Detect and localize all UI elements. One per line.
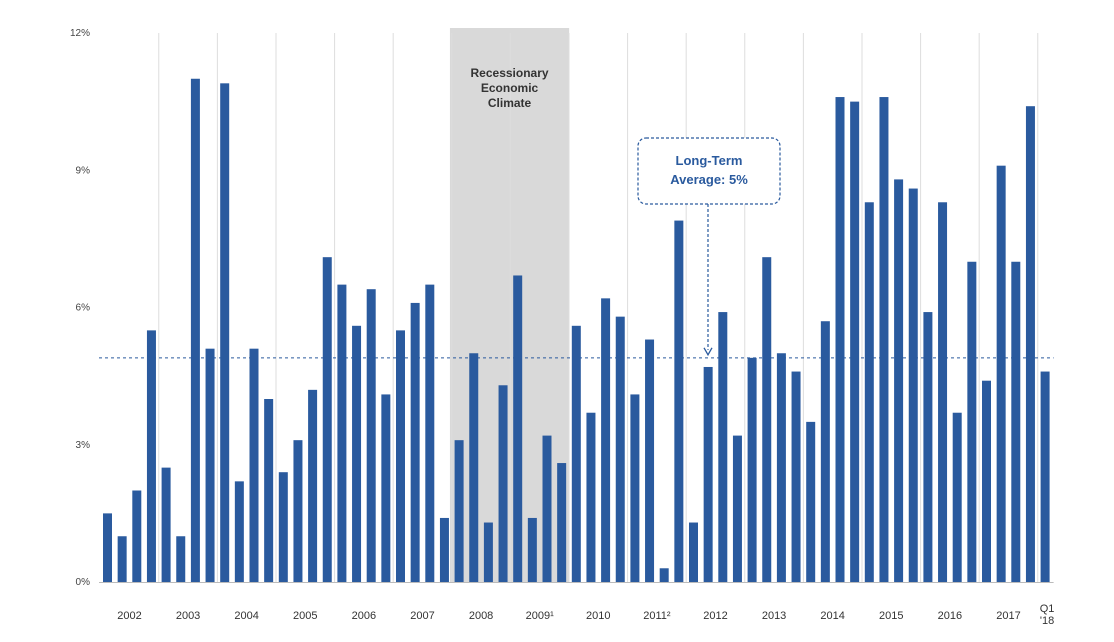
bar	[674, 220, 684, 582]
bar	[571, 325, 581, 582]
bar	[1011, 261, 1021, 582]
bar	[835, 97, 845, 583]
bar	[381, 394, 391, 582]
bar	[337, 284, 347, 582]
bar	[601, 298, 611, 582]
callout-box	[637, 137, 781, 205]
bar	[967, 261, 977, 582]
bar	[542, 435, 552, 582]
year-label: Q1'18	[1040, 603, 1055, 627]
year-label: 2004	[234, 610, 258, 622]
y-tick-label: 0%	[76, 577, 91, 588]
bar	[469, 353, 479, 582]
bar	[176, 536, 186, 582]
bar	[220, 83, 230, 582]
bar	[205, 348, 215, 582]
bar	[938, 202, 948, 582]
bar	[483, 522, 493, 582]
bar	[703, 366, 713, 582]
year-gridlines	[158, 33, 1039, 582]
recession-text: Recessionary Economic Climate	[471, 66, 549, 110]
bar	[103, 513, 112, 582]
bar	[908, 188, 918, 583]
year-label: 2003	[176, 610, 200, 622]
y-tick-label: 6%	[76, 303, 91, 314]
bar	[630, 394, 640, 582]
bar	[952, 412, 962, 582]
y-tick-label: 9%	[76, 165, 91, 176]
bar	[659, 568, 669, 582]
bar	[146, 330, 156, 582]
year-label: 2007	[410, 610, 434, 622]
bar	[791, 371, 801, 582]
year-label: 2013	[762, 610, 786, 622]
bar	[425, 284, 435, 582]
bar	[132, 490, 142, 582]
bar	[1025, 106, 1035, 582]
bar	[190, 78, 200, 582]
bar	[352, 325, 362, 582]
year-label: 2012	[703, 610, 727, 622]
bar	[732, 435, 742, 582]
bar	[820, 321, 830, 582]
bar	[264, 399, 274, 582]
bar	[982, 380, 991, 582]
bar	[1040, 371, 1050, 582]
bar	[161, 467, 171, 582]
year-label: 2005	[293, 610, 317, 622]
bar	[586, 412, 596, 582]
callout-label: Long-Term Average: 5%	[670, 153, 748, 187]
bar	[278, 472, 288, 582]
bar	[850, 101, 860, 582]
bar	[410, 302, 420, 582]
y-axis-tick-labels: 0% 3% 6% 9% 12%	[70, 28, 90, 588]
bar	[689, 522, 698, 582]
year-label: 2016	[938, 610, 962, 622]
y-tick-label: 12%	[70, 28, 90, 39]
bar	[396, 330, 405, 582]
bar	[322, 257, 332, 582]
bar	[776, 353, 786, 582]
y-tick-label: 3%	[76, 440, 91, 451]
bar	[366, 289, 376, 582]
bar	[645, 339, 655, 582]
recession-label: Recessionary Economic Climate	[471, 66, 549, 110]
bar	[762, 257, 772, 582]
bar	[894, 179, 904, 582]
year-label: 2002	[117, 610, 141, 622]
bar	[747, 357, 757, 582]
bar	[806, 421, 816, 582]
bar	[308, 389, 318, 582]
bar	[864, 202, 874, 582]
year-label: 2014	[820, 610, 844, 622]
bar	[117, 536, 127, 582]
year-label: 2011²	[643, 610, 671, 622]
bar	[454, 440, 464, 582]
bar	[498, 385, 508, 582]
bar	[439, 517, 449, 582]
bar	[234, 481, 244, 582]
year-label: 2010	[586, 610, 610, 622]
bar	[293, 440, 303, 582]
bar	[513, 275, 523, 582]
bar	[249, 348, 259, 582]
x-axis-year-labels: 2002 2003 2004 2005 2006 2007 2008 2009¹ 2010 201…	[117, 603, 1054, 627]
year-label: 2015	[879, 610, 903, 622]
bar-series	[103, 78, 1050, 583]
bar	[879, 97, 889, 583]
year-label: 2008	[469, 610, 493, 622]
year-label: 2006	[352, 610, 376, 622]
bar	[923, 312, 933, 582]
average-callout: Long-Term Average: 5%	[637, 137, 781, 357]
bar	[557, 463, 567, 582]
bar	[527, 517, 537, 582]
year-label: 2017	[996, 610, 1020, 622]
bar	[615, 316, 625, 582]
bar	[718, 312, 728, 582]
year-label: 2009¹	[526, 610, 554, 622]
bar	[996, 165, 1006, 583]
callout-arrowhead	[703, 347, 713, 357]
